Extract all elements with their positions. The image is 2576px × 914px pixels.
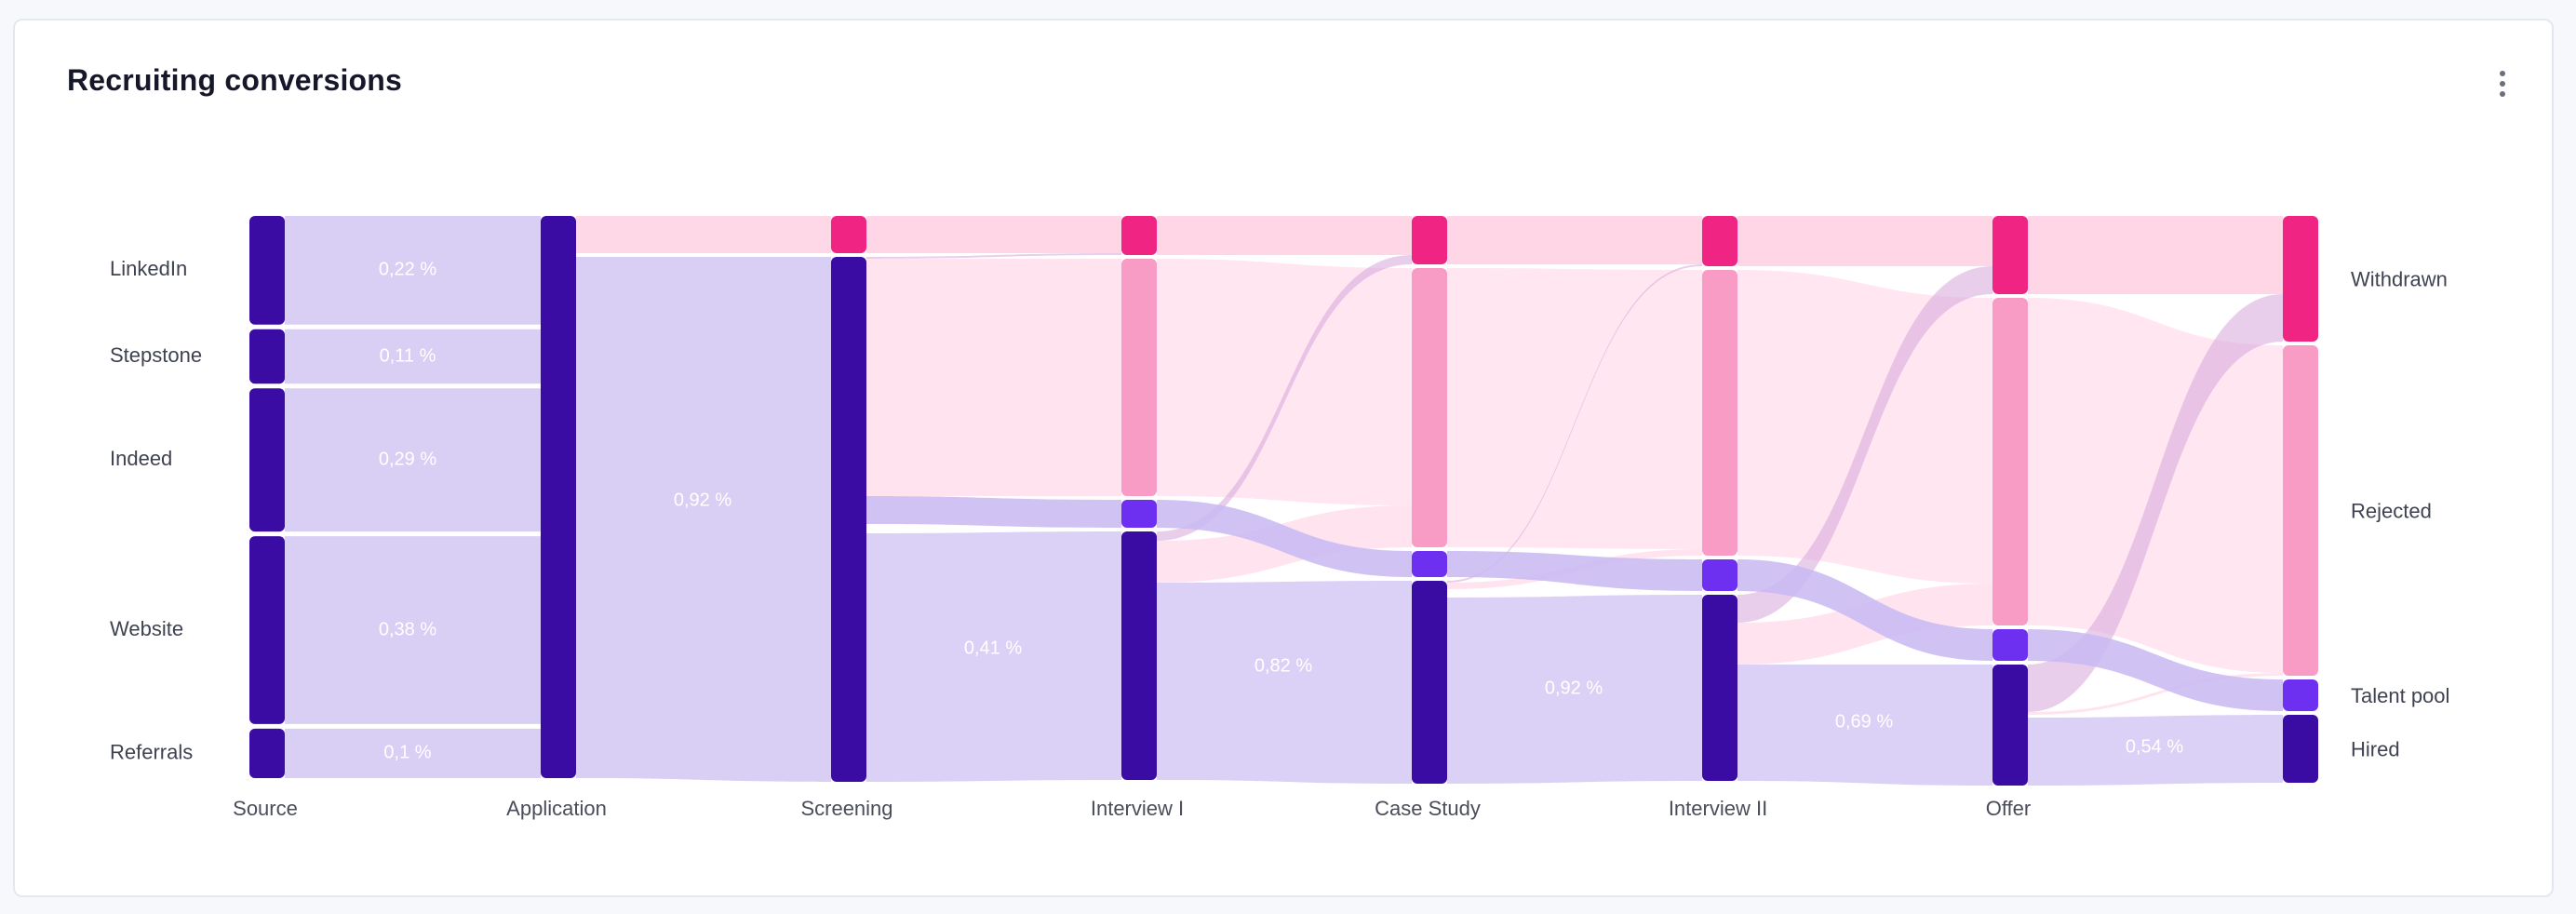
node-case-study-rejected: [1412, 268, 1447, 547]
stage-label-source: Source: [233, 797, 298, 820]
flow-main-interview-i: [1157, 581, 1412, 784]
node-offer-rejected: [1992, 298, 2028, 625]
flow-main-interview-ii: [1737, 665, 1992, 786]
node-source-stepstone: [249, 329, 285, 384]
node-screening-continue: [831, 257, 866, 782]
flow-talent-case-study: [1447, 551, 1702, 591]
node-case-study-continue: [1412, 581, 1447, 784]
flow-main-screening: [866, 531, 1121, 782]
flow-talent-screening: [866, 496, 1121, 528]
flow-new-withdrawn-case-study: [1447, 264, 1702, 583]
flow-talent-offer: [2028, 629, 2283, 711]
flow-main-offer: [2028, 715, 2283, 786]
node-interview-ii-rejected: [1702, 270, 1737, 556]
conversion-value-application-screening: 0,92 %: [674, 490, 731, 510]
node-offer-continue: [1992, 665, 2028, 786]
flow-new-withdrawn-interview-ii: [1737, 266, 1992, 623]
flow-withdrawn-case-study: [1447, 216, 1702, 264]
source-label-indeed: Indeed: [110, 447, 172, 470]
conversion-value-interview-i-case-study: 0,82 %: [1254, 655, 1312, 676]
node-outcome-rejected: [2283, 345, 2318, 676]
flow-application-withdrawn: [576, 216, 831, 253]
source-label-referrals: Referrals: [110, 740, 193, 763]
outcome-label-rejected: Rejected: [2351, 499, 2432, 522]
stage-label-application: Application: [506, 797, 607, 820]
conversion-value-offer-hired: 0,54 %: [2126, 736, 2183, 757]
source-label-linkedin: LinkedIn: [110, 257, 187, 280]
outcome-label-talent-pool: Talent pool: [2351, 684, 2449, 707]
flow-new-withdrawn-interview-i: [1157, 255, 1412, 541]
node-interview-i-continue: [1121, 531, 1157, 780]
stage-label-interview-i: Interview I: [1091, 797, 1184, 820]
node-source-linkedin: [249, 216, 285, 325]
flow-main-case-study: [1447, 595, 1702, 784]
node-outcome-talent-pool: [2283, 679, 2318, 711]
node-outcome-continue: [2283, 715, 2318, 783]
flow-new-rejected-screening: [866, 259, 1121, 496]
source-label-website: Website: [110, 617, 183, 640]
flow-new-rejected-offer: [2028, 673, 2283, 715]
stage-label-offer: Offer: [1986, 797, 2032, 820]
more-vertical-icon[interactable]: [2489, 65, 2516, 102]
flow-withdrawn-interview-ii: [1737, 216, 1992, 266]
flow-withdrawn-screening: [866, 216, 1121, 253]
source-value-linkedin: 0,22 %: [379, 260, 436, 280]
flow-talent-interview-ii: [1737, 559, 1992, 661]
source-value-indeed: 0,29 %: [379, 449, 436, 469]
flow-source-referrals: [285, 728, 541, 778]
node-interview-i-rejected: [1121, 259, 1157, 496]
node-interview-ii-continue: [1702, 595, 1737, 781]
source-value-referrals: 0,1 %: [383, 743, 431, 763]
flow-source-linkedin: [285, 216, 541, 325]
flow-source-indeed: [285, 388, 541, 532]
flow-withdrawn-interview-i: [1157, 216, 1412, 255]
chart-title: Recruiting conversions: [67, 63, 403, 97]
flow-withdrawn-offer: [2028, 216, 2283, 294]
outcome-label-withdrawn: Withdrawn: [2351, 267, 2448, 290]
node-application: [541, 216, 576, 778]
source-label-stepstone: Stepstone: [110, 343, 202, 367]
node-source-indeed: [249, 388, 285, 532]
flow-new-withdrawn-offer: [2028, 294, 2283, 712]
flow-new-withdrawn-screening: [866, 253, 1121, 259]
outcome-label-hired: Hired: [2351, 737, 2400, 760]
node-interview-i-withdrawn: [1121, 216, 1157, 255]
node-source-referrals: [249, 728, 285, 778]
node-case-study-withdrawn: [1412, 216, 1447, 264]
node-source-website: [249, 536, 285, 724]
node-offer-talent-pool: [1992, 629, 2028, 661]
flow-rejected-interview-ii: [1737, 270, 1992, 584]
node-case-study-talent-pool: [1412, 551, 1447, 577]
node-screening-withdrawn: [831, 216, 866, 253]
source-value-stepstone: 0,11 %: [380, 345, 436, 366]
stage-label-screening: Screening: [800, 797, 892, 820]
flow-source-website: [285, 536, 541, 724]
conversion-value-screening-interview-i: 0,41 %: [964, 638, 1022, 658]
flow-source-stepstone: [285, 329, 541, 384]
node-offer-withdrawn: [1992, 216, 2028, 294]
conversion-value-interview-ii-offer: 0,69 %: [1835, 711, 1893, 732]
conversion-value-case-study-interview-ii: 0,92 %: [1545, 678, 1603, 698]
node-outcome-withdrawn: [2283, 216, 2318, 342]
node-interview-ii-talent-pool: [1702, 559, 1737, 591]
flow-rejected-case-study: [1447, 268, 1702, 549]
node-interview-ii-withdrawn: [1702, 216, 1737, 266]
flow-application-screening: [576, 257, 831, 782]
flow-rejected-interview-i: [1157, 259, 1412, 505]
stage-label-interview-ii: Interview II: [1669, 797, 1767, 820]
node-interview-i-talent-pool: [1121, 500, 1157, 528]
source-value-website: 0,38 %: [379, 619, 436, 639]
flow-talent-interview-i: [1157, 500, 1412, 577]
stage-label-case-study: Case Study: [1375, 797, 1481, 820]
